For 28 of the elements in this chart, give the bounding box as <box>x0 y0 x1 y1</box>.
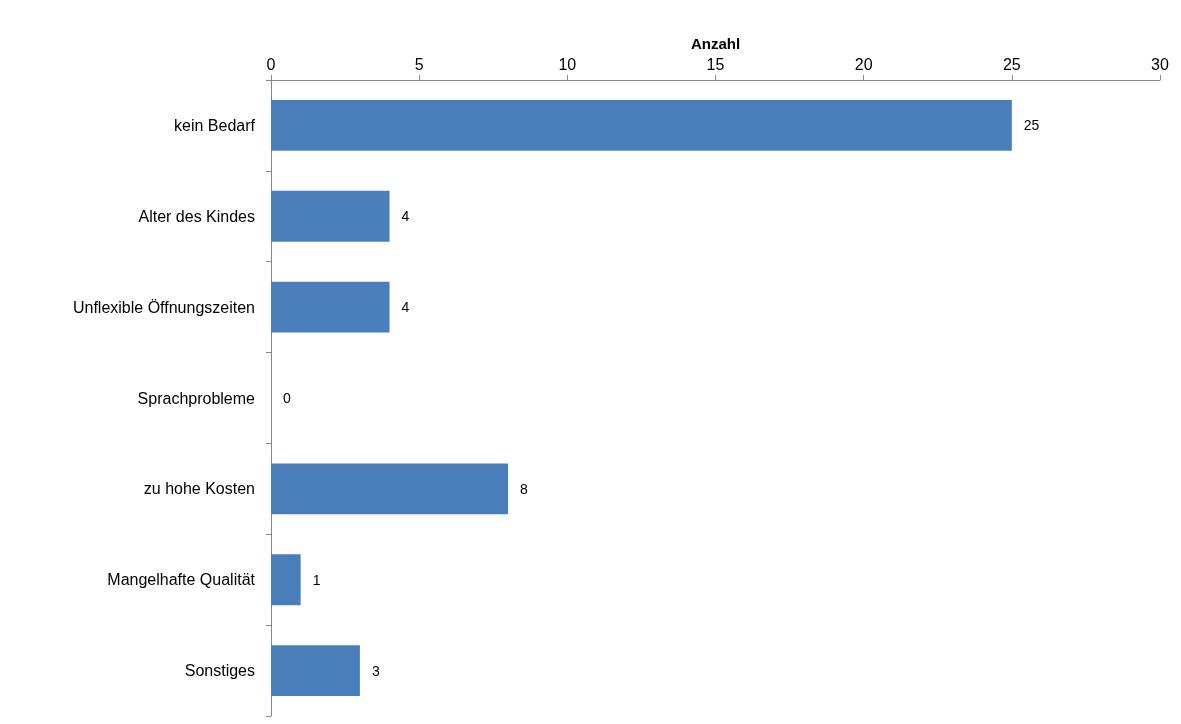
x-axis-title: Anzahl <box>690 35 741 53</box>
data-label: 8 <box>520 480 529 497</box>
data-label: 0 <box>283 390 291 406</box>
bar <box>271 190 390 242</box>
bar <box>271 554 301 606</box>
x-tick-label: 20 <box>854 55 873 73</box>
x-tick-label: 25 <box>1002 55 1021 73</box>
x-tick-label: 5 <box>414 55 424 73</box>
y-tick-label: zu hohe Kosten <box>143 480 255 498</box>
y-tick-label: Sonstiges <box>184 662 255 680</box>
y-tick-label: kein Bedarf <box>174 116 256 134</box>
data-label: 4 <box>401 299 410 316</box>
y-tick-label: Mangelhafte Qualität <box>107 571 256 589</box>
bar <box>271 463 509 515</box>
bar <box>271 281 390 333</box>
x-tick-label: 30 <box>1151 55 1169 73</box>
bar <box>271 99 1012 151</box>
y-tick-label: Unflexible Öffnungszeiten <box>72 298 255 316</box>
y-tick-label: Alter des Kindes <box>138 207 255 225</box>
x-tick-label: 10 <box>558 55 577 73</box>
data-label: 25 <box>1023 117 1040 134</box>
x-tick-label: 0 <box>266 55 276 73</box>
data-label: 3 <box>371 662 380 679</box>
data-label: 4 <box>401 208 410 225</box>
x-tick-label: 15 <box>706 55 725 73</box>
bar <box>271 645 360 697</box>
data-label: 1 <box>312 571 321 588</box>
y-tick-label: Sprachprobleme <box>137 389 256 407</box>
